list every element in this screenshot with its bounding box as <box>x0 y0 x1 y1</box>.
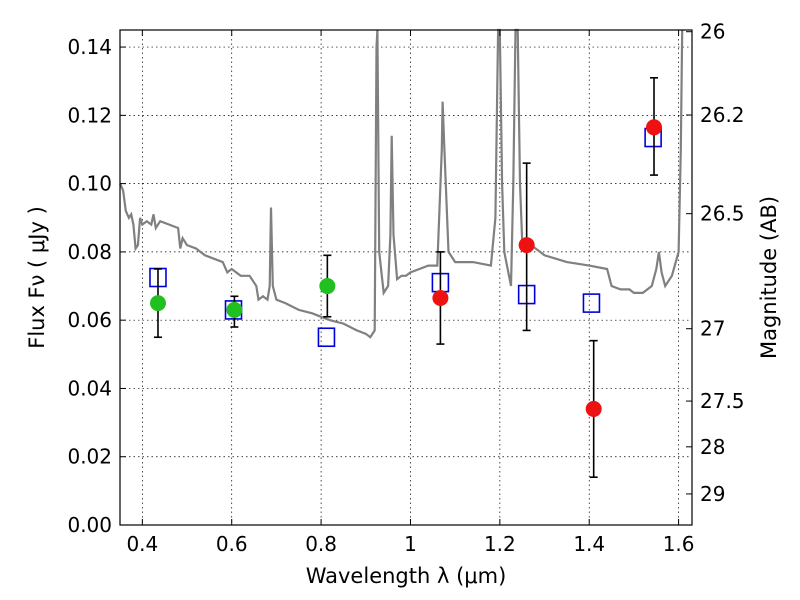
observed-point-red <box>646 119 663 136</box>
right-tick-label: 28 <box>700 435 725 459</box>
observed-point-red <box>518 237 535 254</box>
model-photometry-boxes <box>149 127 662 348</box>
model-box <box>317 327 336 348</box>
model-box <box>582 293 601 313</box>
x-tick-label: 1 <box>404 532 417 556</box>
y-tick-label: 0.02 <box>67 445 112 469</box>
y-tick-label: 0.00 <box>67 513 112 537</box>
x-tick-label: 0.8 <box>305 532 337 556</box>
right-tick-label: 26.5 <box>700 202 745 226</box>
axes-frame <box>119 29 693 526</box>
observed-point-green <box>319 278 336 295</box>
right-tick-label: 27.5 <box>700 389 745 413</box>
observed-point-green <box>226 301 243 318</box>
plot-area <box>118 28 684 339</box>
x-tick-label: 0.4 <box>126 532 158 556</box>
y-tick-label: 0.06 <box>67 308 112 332</box>
y-tick-label: 0.10 <box>67 172 112 196</box>
y-tick-label: 0.12 <box>67 103 112 127</box>
grid-lines <box>120 30 692 526</box>
x-tick-label: 1.6 <box>663 532 695 556</box>
right-tick-label: 26.2 <box>700 103 745 127</box>
observed-points <box>149 119 663 417</box>
y-tick-label: 0.04 <box>67 376 112 400</box>
observed-point-green <box>149 295 166 312</box>
observed-point-red <box>432 289 449 306</box>
y-tick-label: 0.14 <box>67 35 112 59</box>
sed-model-line <box>118 28 684 339</box>
right-tick-label: 26 <box>700 20 725 44</box>
observed-point-red <box>585 400 602 417</box>
x-tick-label: 1.2 <box>484 532 516 556</box>
error-bars <box>153 76 659 479</box>
y-axis-label: Flux Fν ( μJy ) <box>25 206 49 349</box>
x-axis-label: Wavelength λ (μm) <box>306 564 507 588</box>
right-tick-label: 27 <box>700 317 725 341</box>
right-axis-label: Magnitude (AB) <box>757 196 781 359</box>
x-tick-label: 1.4 <box>573 532 605 556</box>
right-axis-ticks: 26 26.2 26.5 27 27.5 28 29 <box>686 20 745 506</box>
y-axis-ticks: 0.00 0.02 0.04 0.06 0.08 0.10 0.12 0.14 <box>67 35 126 537</box>
right-tick-label: 29 <box>700 482 725 506</box>
y-tick-label: 0.08 <box>67 240 112 264</box>
x-axis-ticks: 0.4 0.6 0.8 1 1.2 1.4 1.6 <box>126 30 695 556</box>
x-tick-label: 0.6 <box>216 532 248 556</box>
